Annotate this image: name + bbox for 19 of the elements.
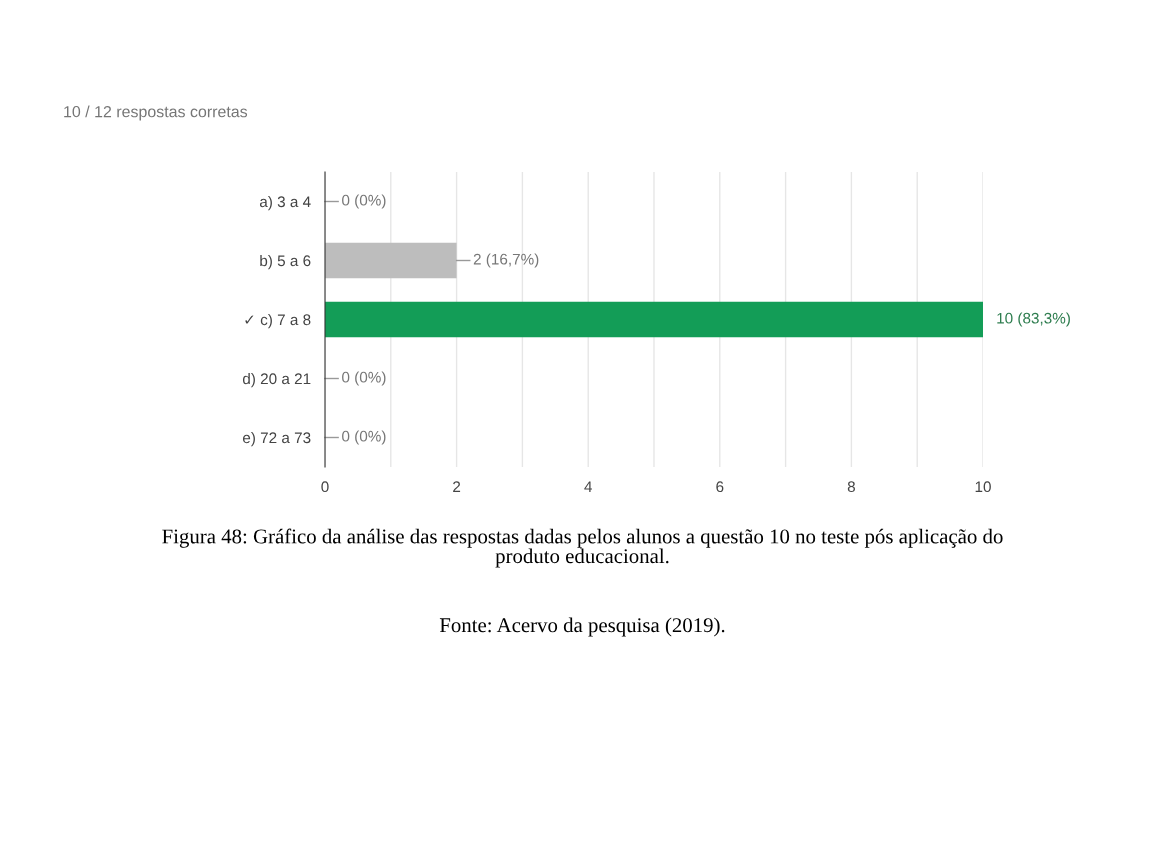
data-label: 0 (0%) [342,430,386,445]
data-label: 2 (16,7%) [473,253,539,268]
y-tick-label: a) 3 a 4 [259,195,311,211]
text: Figura 48: Gráfico da análise das respostas dadas pelos alunos a questão 10 no teste pós aplicação do produto educacional. [162,528,1003,568]
y-tick-label: ✓ c) 7 a 8 [245,313,311,329]
x-tick-label: 0 [321,481,329,493]
x-tick-label: 2 [453,481,461,492]
data-label: 0 (0%) [342,371,386,386]
x-tick-label: 10 [975,481,991,493]
source-note: Fonte: Acervo da pesquisa (2019). [439,617,725,637]
x-tick-label: 4 [584,481,592,492]
data-label: 10 (83,3%) [997,312,1070,327]
x-tick-label: 8 [847,481,855,493]
y-tick-label: b) 5 a 6 [260,254,311,270]
y-tick-label: d) 20 a 21 [242,372,311,388]
y-tick-label: e) 72 a 73 [242,431,311,447]
data-label: 0 (0%) [342,194,386,209]
text: 10 / 12 respostas corretas [64,105,248,121]
x-tick-label: 6 [716,481,724,493]
